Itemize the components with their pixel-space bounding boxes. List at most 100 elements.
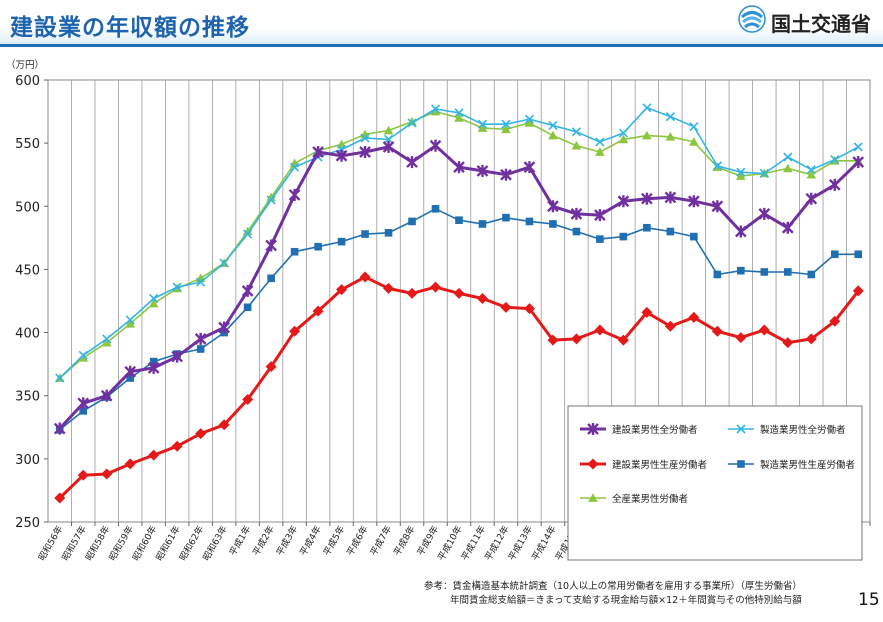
data-point — [852, 156, 865, 169]
data-point — [734, 225, 747, 238]
data-point — [196, 345, 205, 353]
legend-label: 全産業男性労働者 — [612, 493, 688, 505]
data-point — [594, 209, 606, 222]
annual-income-line-chart: （万円）250300350400450500550600昭和56年昭和57年昭和… — [6, 59, 871, 563]
data-point — [642, 130, 652, 140]
data-point — [312, 305, 324, 317]
data-point — [501, 119, 511, 129]
data-point — [172, 282, 182, 292]
data-point — [78, 350, 88, 360]
data-point — [125, 318, 135, 328]
data-point — [782, 337, 794, 349]
data-point — [147, 361, 160, 374]
data-point — [587, 458, 599, 470]
page-title: 建設業の年収額の推移 — [10, 15, 250, 41]
data-point — [689, 122, 699, 132]
data-point — [336, 284, 348, 296]
legend-item: 製造業男性生産労働者 — [728, 459, 855, 471]
data-point — [713, 270, 722, 279]
data-point — [524, 118, 535, 127]
data-point — [783, 163, 793, 173]
data-point — [781, 221, 794, 234]
data-point — [477, 123, 488, 132]
data-point — [525, 217, 534, 226]
data-point — [712, 161, 722, 171]
data-point — [406, 287, 418, 299]
data-point — [571, 127, 581, 137]
x-tick-label: 平成9年 — [414, 524, 441, 558]
data-point — [587, 423, 599, 435]
data-point — [78, 353, 89, 362]
data-point — [618, 134, 629, 144]
data-point — [102, 334, 112, 344]
data-point — [549, 220, 557, 228]
data-point — [547, 200, 559, 213]
data-point — [124, 458, 136, 470]
x-tick-label: 平成7年 — [367, 524, 394, 558]
legend-label: 建設業男性全労働者 — [612, 424, 698, 436]
data-point — [266, 192, 276, 202]
data-point — [218, 419, 230, 431]
data-point — [476, 164, 489, 177]
data-point — [148, 298, 159, 308]
legend-item: 建設業男性全労働者 — [580, 423, 698, 436]
data-point — [853, 142, 863, 152]
data-point — [688, 195, 700, 208]
data-point — [314, 242, 322, 251]
data-point — [641, 192, 653, 205]
data-point — [805, 333, 817, 345]
data-point — [243, 303, 252, 312]
data-point — [360, 133, 370, 143]
data-point — [759, 168, 769, 179]
data-point — [617, 334, 629, 346]
data-point — [290, 247, 299, 256]
data-point — [242, 226, 253, 236]
data-point — [312, 145, 324, 158]
y-tick-label: 500 — [15, 200, 40, 215]
data-point — [382, 140, 395, 153]
data-point — [690, 232, 698, 241]
data-point — [477, 119, 488, 129]
data-point — [852, 285, 864, 297]
data-point — [830, 250, 839, 259]
y-tick-label: 350 — [15, 390, 40, 405]
y-tick-label: 300 — [15, 453, 40, 468]
data-point — [149, 293, 159, 304]
data-point — [266, 195, 276, 205]
data-point — [805, 192, 818, 205]
data-point — [641, 306, 653, 318]
data-point — [828, 178, 841, 191]
data-point — [758, 324, 770, 336]
data-point — [806, 169, 817, 179]
data-point — [570, 333, 582, 345]
data-point — [196, 277, 206, 287]
data-point — [361, 230, 369, 238]
data-point — [100, 389, 113, 402]
data-point — [854, 250, 863, 259]
data-point — [478, 220, 487, 228]
data-point — [408, 217, 416, 226]
data-point — [288, 188, 301, 201]
data-point — [783, 152, 793, 162]
data-point — [760, 268, 769, 276]
data-point — [571, 140, 582, 150]
data-point — [588, 493, 598, 502]
data-point — [665, 112, 675, 122]
data-point — [784, 268, 792, 276]
data-point — [665, 132, 676, 141]
y-tick-label: 600 — [15, 74, 40, 89]
data-point — [570, 207, 583, 220]
data-point — [219, 258, 229, 268]
data-point — [737, 266, 745, 275]
data-point — [643, 223, 651, 232]
footnote-line-2: 年間賃金総支給額＝きまって支給する現金給与額×12＋年間賞与その他特別給与額 — [450, 595, 802, 606]
data-point — [735, 332, 747, 344]
data-point — [384, 229, 393, 237]
series-3 — [54, 271, 864, 504]
data-point — [572, 227, 581, 236]
data-point — [335, 149, 348, 162]
data-point — [430, 104, 441, 114]
data-point — [124, 365, 137, 378]
data-point — [711, 200, 724, 213]
